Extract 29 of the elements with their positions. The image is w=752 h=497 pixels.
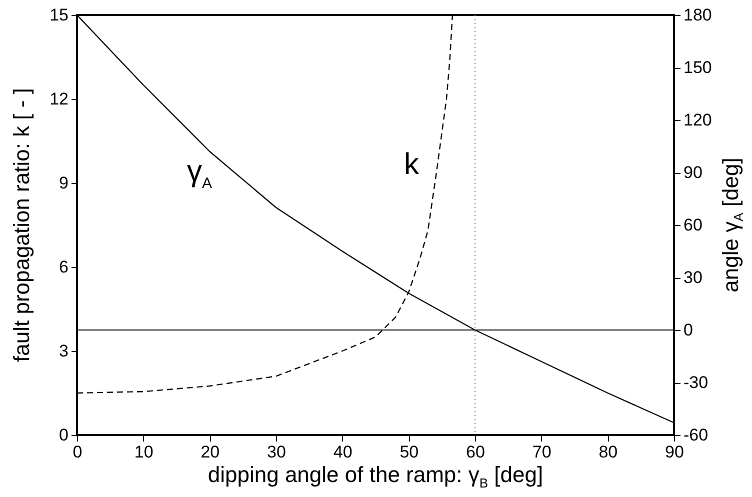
y2-tick-label: -60 [684,426,708,444]
y-axis-title: fault propagation ratio: k [ - ] [9,88,35,362]
x-tick-label: 20 [200,442,220,462]
y2-tick-label: 120 [684,110,712,130]
x-tick-label: 60 [466,442,485,462]
y-tick-label: 9 [59,174,68,192]
y2-tick-label: -30 [684,373,708,392]
x-tick-label: 90 [665,442,684,462]
x-tick-label: 70 [532,442,552,462]
x-tick-label: 10 [134,442,154,462]
y2-tick-label: 150 [684,58,712,77]
y-tick-label: 6 [59,258,68,276]
y2-tick-label: 0 [684,320,693,340]
y-tick-label: 3 [59,342,68,360]
x-tick-label: 50 [400,442,419,462]
x-axis-title: dipping angle of the ramp: γ$_{B}$ [deg] [208,462,544,490]
y2-tick-label: 90 [684,163,702,182]
x-tick-label: 30 [267,442,286,462]
y2-tick-label: 180 [684,6,712,24]
y-tick-label: 0 [59,426,68,444]
y2-tick-label: 30 [684,268,702,287]
series-label: k [404,148,419,182]
series-label: γ$_{A}$ [187,155,212,192]
y-tick-label: 12 [50,90,68,108]
x-tick-label: 40 [333,442,352,462]
x-tick-label: 0 [72,442,82,462]
y-tick-label: 15 [50,6,68,24]
x-tick-label: 80 [598,442,618,462]
y2-tick-label: 60 [684,216,702,234]
